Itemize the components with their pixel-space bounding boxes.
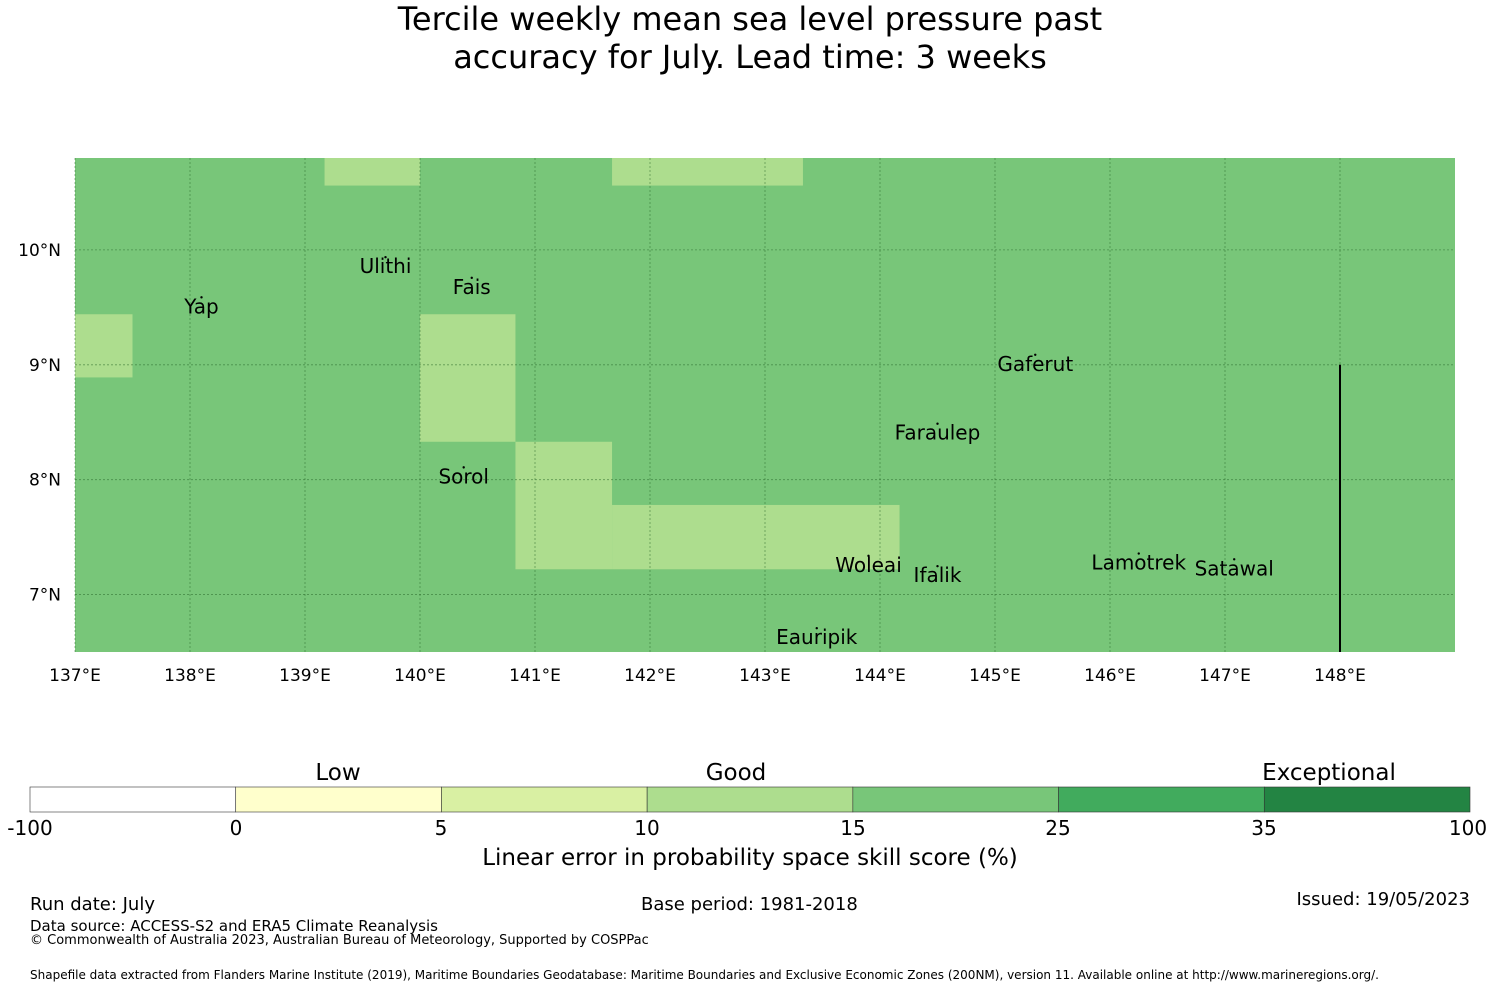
colorbar-swatch: [852, 786, 1059, 813]
colorbar-swatch: [441, 786, 648, 813]
island-label: Eauripik: [776, 625, 858, 649]
lat-label: 7°N: [29, 586, 61, 606]
base-period: Base period: 1981-2018: [641, 894, 858, 915]
lon-label: 138°E: [164, 666, 216, 686]
colorbar-swatch: [1263, 786, 1471, 813]
lon-label: 147°E: [1199, 666, 1251, 686]
colorbar-tick: 25: [1045, 816, 1071, 840]
colorbar-category-good: Good: [705, 760, 767, 786]
island-label: Lamotrek: [1091, 551, 1186, 575]
lon-label: 140°E: [394, 666, 446, 686]
skill-cell: [612, 158, 803, 186]
lat-label: 9°N: [29, 356, 61, 376]
colorbar-swatch: [646, 786, 854, 813]
colorbar-tick: 15: [840, 816, 866, 840]
copyright: © Commonwealth of Australia 2023, Austra…: [30, 933, 649, 948]
data-source: Data source: ACCESS-S2 and ERA5 Climate …: [30, 917, 438, 935]
run-date: Run date: July: [30, 894, 155, 915]
skill-cell: [75, 314, 133, 378]
lat-label: 10°N: [18, 241, 61, 261]
island-label: Gaferut: [997, 352, 1073, 376]
map-title: Tercile weekly mean sea level pressure p…: [0, 0, 1500, 76]
lon-label: 137°E: [49, 666, 101, 686]
island-marker: [462, 466, 465, 469]
skill-cell: [515, 441, 613, 570]
island-marker: [815, 627, 818, 630]
island-label: Fais: [453, 275, 491, 299]
skill-cell: [420, 314, 516, 442]
colorbar-tick: -100: [7, 816, 53, 840]
island-marker: [1034, 353, 1037, 356]
colorbar-label: Linear error in probability space skill …: [482, 845, 1018, 871]
island-marker: [936, 422, 939, 425]
island-label: Yap: [183, 294, 218, 318]
lon-label: 141°E: [509, 666, 561, 686]
island-label: Ifalik: [914, 563, 962, 587]
island-label: Ulithi: [360, 254, 412, 278]
map-background: [75, 158, 1455, 652]
colorbar-tick: 0: [229, 816, 243, 840]
island-marker: [867, 554, 870, 558]
lat-label: 8°N: [29, 471, 61, 491]
island-label: Woleai: [835, 553, 902, 577]
skill-cell: [612, 504, 900, 570]
island-marker: [200, 296, 203, 299]
colorbar-tick: 5: [434, 816, 448, 840]
lon-label: 142°E: [624, 666, 676, 686]
island-marker: [1233, 558, 1236, 561]
colorbar-category-low: Low: [315, 760, 361, 786]
island-label: Sorol: [438, 464, 489, 488]
lon-label: 145°E: [969, 666, 1021, 686]
island-marker: [1137, 552, 1140, 555]
colorbar-swatch: [1058, 786, 1265, 813]
title-line-2: accuracy for July. Lead time: 3 weeks: [453, 38, 1047, 76]
colorbar-tick: 35: [1251, 816, 1277, 840]
skill-cell: [324, 158, 420, 186]
colorbar-category-exceptional: Exceptional: [1262, 760, 1396, 786]
colorbar-tick: 100: [1448, 816, 1488, 840]
island-marker: [936, 564, 939, 568]
lon-label: 139°E: [279, 666, 331, 686]
colorbar-tick: 10: [634, 816, 660, 840]
colorbar-swatch: [29, 786, 237, 813]
issued-date: Issued: 19/05/2023: [1296, 889, 1470, 910]
shapefile-credit: Shapefile data extracted from Flanders M…: [30, 968, 1379, 982]
island-marker: [470, 276, 473, 280]
island-label: Faraulep: [895, 421, 981, 445]
island-label: Satawal: [1195, 556, 1274, 580]
colorbar-swatch: [235, 786, 442, 813]
lon-label: 146°E: [1084, 666, 1136, 686]
title-line-1: Tercile weekly mean sea level pressure p…: [397, 0, 1103, 38]
lon-label: 144°E: [854, 666, 906, 686]
lon-label: 143°E: [739, 666, 791, 686]
island-marker: [384, 255, 387, 259]
lon-label: 148°E: [1314, 666, 1366, 686]
